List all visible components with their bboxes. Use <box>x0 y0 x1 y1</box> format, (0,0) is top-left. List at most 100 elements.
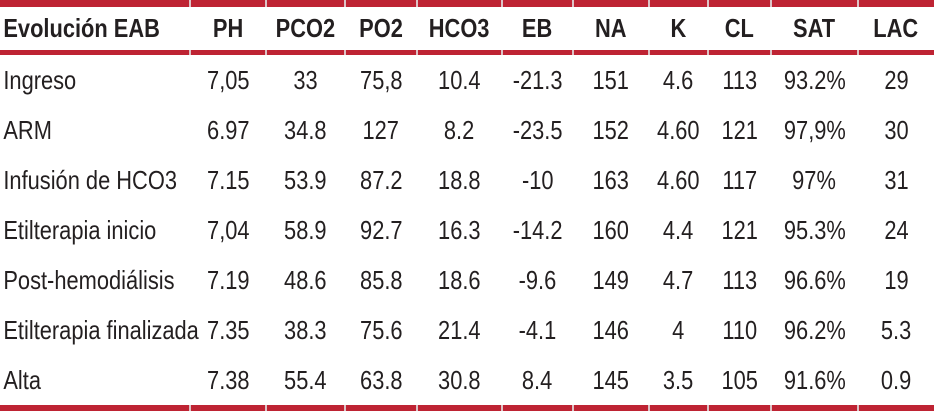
value-text: 8.2 <box>444 114 475 145</box>
column-header: LAC <box>858 7 934 50</box>
value-cell: 160 <box>573 205 649 255</box>
value-text: 5.3 <box>880 314 912 345</box>
row-label: Infusión de HCO3 <box>3 164 177 195</box>
value-text: 10.4 <box>438 64 481 95</box>
value-cell: 31 <box>858 155 934 205</box>
rule-segment <box>572 50 649 55</box>
value-cell: 21.4 <box>417 305 502 355</box>
row-label: ARM <box>3 114 52 145</box>
value-cell: 0.9 <box>858 355 934 405</box>
value-cell: 7.15 <box>190 155 266 205</box>
value-cell: 105 <box>708 355 771 405</box>
column-header-label: EB <box>522 13 553 43</box>
rule-segment <box>0 0 190 7</box>
value-cell: -23.5 <box>502 105 573 155</box>
column-header-label: LAC <box>873 13 919 43</box>
rule-segment <box>707 50 771 55</box>
value-text: 18.8 <box>438 164 481 195</box>
value-text: 4.4 <box>663 214 694 245</box>
row-label: Ingreso <box>3 64 77 95</box>
value-cell: 93.2% <box>771 55 858 105</box>
value-text: 105 <box>721 364 758 395</box>
value-text: 8.4 <box>522 364 553 395</box>
value-text: 110 <box>722 314 757 345</box>
rule-segment <box>572 0 649 7</box>
value-text: 21.4 <box>438 314 481 345</box>
value-cell: 7,04 <box>190 205 266 255</box>
rule-segment <box>501 405 573 411</box>
row-label-cell: ARM <box>0 105 190 155</box>
value-cell: 163 <box>573 155 649 205</box>
value-text: 4.60 <box>657 114 700 145</box>
rule-segment <box>265 50 345 55</box>
row-label-cell: Post-hemodiálisis <box>0 255 190 305</box>
value-text: 95.3% <box>783 214 846 245</box>
value-cell: 7.35 <box>190 305 266 355</box>
rule-segment <box>189 0 266 7</box>
column-header: PCO2 <box>266 7 345 50</box>
column-header: PH <box>190 7 266 50</box>
value-text: -9.6 <box>518 264 557 295</box>
value-text: 0.9 <box>880 364 912 395</box>
value-text: 152 <box>592 114 630 145</box>
value-cell: 48.6 <box>266 255 345 305</box>
value-cell: 7.19 <box>190 255 266 305</box>
value-text: 87.2 <box>359 164 403 195</box>
value-text: 96.2% <box>783 314 846 345</box>
column-header-label: PCO2 <box>275 13 336 43</box>
column-header: EB <box>502 7 573 50</box>
value-text: -23.5 <box>512 114 563 145</box>
value-text: 7,04 <box>206 214 250 245</box>
value-text: 149 <box>592 264 630 295</box>
value-text: 4.7 <box>663 264 694 295</box>
value-cell: 18.6 <box>417 255 502 305</box>
value-text: 97% <box>792 164 837 195</box>
value-text: 4.60 <box>657 164 700 195</box>
value-text: 92.7 <box>359 214 403 245</box>
column-header: HCO3 <box>417 7 502 50</box>
value-cell: 152 <box>573 105 649 155</box>
row-label-cell: Alta <box>0 355 190 405</box>
value-text: 113 <box>722 264 757 295</box>
rule-segment <box>572 405 649 411</box>
column-header-label: Evolución EAB <box>3 13 160 43</box>
value-text: 97,9% <box>783 114 846 145</box>
value-cell: 6.97 <box>190 105 266 155</box>
value-text: 7.38 <box>206 364 250 395</box>
value-cell: 3.5 <box>649 355 708 405</box>
column-header-label: SAT <box>793 13 836 43</box>
table-title-header: Evolución EAB <box>0 7 190 50</box>
value-text: 33 <box>293 64 318 95</box>
value-cell: 53.9 <box>266 155 345 205</box>
rule-segment <box>770 405 858 411</box>
value-cell: 113 <box>708 255 771 305</box>
value-text: 31 <box>883 164 909 195</box>
value-cell: 7.38 <box>190 355 266 405</box>
table-body: Ingreso 7,05 33 75,8 10.4 -21.3 151 4.6 113 93.2%… <box>0 55 934 405</box>
rule-segment <box>707 0 771 7</box>
value-text: 75.6 <box>359 314 403 345</box>
row-label-cell: Etilterapia finalizada <box>0 305 198 355</box>
row-label: Post-hemodiálisis <box>3 264 175 295</box>
value-text: 160 <box>592 214 630 245</box>
table-row: Ingreso 7,05 33 75,8 10.4 -21.3 151 4.6 113 93.2%… <box>0 55 934 105</box>
value-cell: 151 <box>573 55 649 105</box>
table-row: Etilterapia inicio 7,04 58.9 92.7 16.3 -14.2 1… <box>0 205 934 255</box>
column-header: CL <box>708 7 771 50</box>
rule-segment <box>857 50 934 55</box>
rule-segment <box>707 405 771 411</box>
value-text: 58.9 <box>284 214 327 245</box>
value-cell: 24 <box>858 205 934 255</box>
value-cell: 29 <box>858 55 934 105</box>
value-text: 146 <box>592 314 630 345</box>
column-header-label: HCO3 <box>429 13 490 43</box>
value-cell: 34.8 <box>266 105 345 155</box>
value-cell: 4.6 <box>649 55 708 105</box>
rule-segment <box>416 405 502 411</box>
value-cell: 117 <box>708 155 771 205</box>
value-cell: 30.8 <box>417 355 502 405</box>
row-label: Etilterapia inicio <box>3 214 157 245</box>
value-cell: 87.2 <box>345 155 417 205</box>
value-cell: 96.6% <box>771 255 858 305</box>
value-text: 151 <box>592 64 630 95</box>
